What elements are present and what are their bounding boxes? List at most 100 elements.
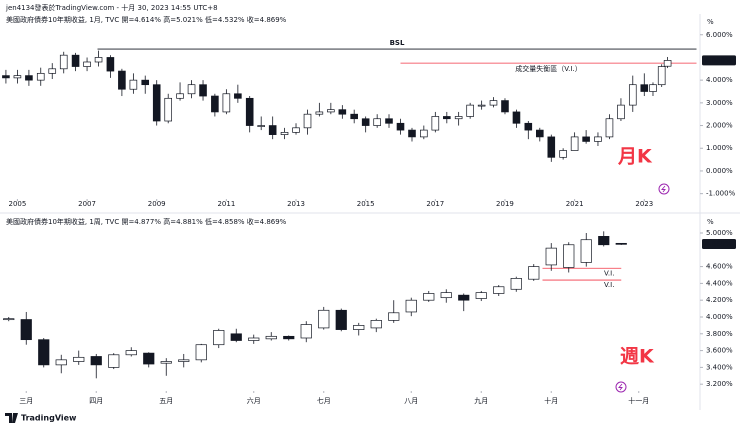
candle-body bbox=[292, 127, 300, 133]
candle-body bbox=[234, 93, 242, 99]
candle-body bbox=[615, 242, 627, 245]
candle-body bbox=[628, 84, 637, 106]
x-tick-label: 六月 bbox=[247, 396, 261, 405]
price-label-box bbox=[702, 55, 736, 66]
candle-body bbox=[160, 361, 172, 364]
event-icon[interactable] bbox=[658, 183, 670, 195]
candle-body bbox=[211, 95, 219, 113]
x-tick-label: 七月 bbox=[317, 396, 331, 405]
candle-body bbox=[213, 330, 225, 346]
candle-body bbox=[25, 75, 33, 81]
candle-body bbox=[501, 100, 509, 113]
x-tick-label: 四月 bbox=[89, 397, 103, 405]
candle-body bbox=[303, 113, 312, 129]
x-tick-label: 2023 bbox=[635, 200, 653, 208]
y-tick-label: 3.200% bbox=[706, 380, 733, 388]
candle-body bbox=[164, 97, 173, 122]
candle-body bbox=[512, 111, 521, 124]
logo-text: TradingView bbox=[21, 414, 77, 423]
x-tick-label: 2015 bbox=[357, 200, 375, 208]
y-tick-label: 0.000% bbox=[706, 167, 733, 175]
y-tick-label: 5.000% bbox=[706, 229, 733, 237]
candle-body bbox=[563, 244, 575, 268]
x-tick-label: 三月 bbox=[19, 397, 33, 405]
candle-body bbox=[20, 319, 32, 341]
candle-body bbox=[152, 84, 161, 122]
candle-body bbox=[493, 286, 505, 294]
candle-body bbox=[55, 359, 67, 366]
candle-body bbox=[106, 57, 115, 72]
candle-body bbox=[582, 136, 590, 142]
candle-body bbox=[440, 292, 452, 299]
candle-body bbox=[396, 122, 405, 131]
candle-body bbox=[617, 104, 625, 120]
y-tick-label: 2.000% bbox=[706, 122, 733, 130]
candle-body bbox=[598, 236, 610, 246]
candle-body bbox=[2, 75, 10, 79]
candle-body bbox=[458, 294, 470, 301]
level-label: BSL bbox=[390, 39, 405, 47]
candle-body bbox=[143, 352, 155, 365]
y-tick-label: 6.000% bbox=[706, 31, 733, 39]
candle-body bbox=[405, 299, 417, 313]
x-tick-label: 十一月 bbox=[628, 396, 649, 405]
candle-body bbox=[48, 68, 57, 74]
candle-body bbox=[477, 104, 486, 107]
candle-body bbox=[338, 109, 347, 115]
y-tick-label: 3.400% bbox=[706, 363, 733, 371]
y-tick-label: 4.400% bbox=[706, 279, 733, 287]
level-label: V.I. bbox=[604, 281, 614, 289]
candle-body bbox=[466, 104, 474, 117]
y-tick-label: 4.200% bbox=[706, 296, 733, 304]
candle-body bbox=[640, 84, 649, 92]
logo[interactable]: TradingView bbox=[5, 413, 77, 423]
y-tick-label: 4.000% bbox=[706, 76, 733, 84]
candle-body bbox=[524, 122, 533, 131]
candle-body bbox=[222, 93, 231, 113]
x-tick-label: 2005 bbox=[8, 200, 26, 208]
candle-body bbox=[83, 61, 91, 67]
candle-body bbox=[528, 266, 540, 280]
candle-body bbox=[361, 118, 370, 126]
candle-body bbox=[536, 129, 544, 138]
candle-body bbox=[408, 129, 416, 138]
candle-body bbox=[443, 116, 451, 120]
candle-body bbox=[129, 79, 138, 90]
candle-body bbox=[649, 84, 657, 92]
candle-body bbox=[423, 293, 435, 301]
candle-body bbox=[657, 66, 666, 86]
x-tick-label: 2013 bbox=[287, 200, 305, 208]
candle-body bbox=[373, 118, 381, 126]
candle-body bbox=[353, 325, 365, 330]
candle-body bbox=[36, 72, 45, 81]
candle-body bbox=[245, 97, 254, 126]
candle-body bbox=[370, 320, 382, 329]
candle-body bbox=[141, 79, 150, 86]
event-icon[interactable] bbox=[615, 381, 627, 393]
y-tick-label: 3.600% bbox=[706, 347, 733, 355]
watermark: 月K bbox=[617, 146, 653, 168]
candle-body bbox=[454, 116, 463, 120]
candle-body bbox=[327, 109, 335, 113]
candle-body bbox=[125, 350, 137, 356]
logo-mark bbox=[5, 413, 18, 423]
candle-body bbox=[257, 125, 265, 127]
candle-body bbox=[178, 359, 190, 362]
candle-body bbox=[195, 344, 207, 361]
candle-body bbox=[176, 93, 184, 99]
candle-body bbox=[283, 335, 295, 340]
y-tick-label: 3.000% bbox=[706, 99, 733, 107]
chart-subtitle: 美國政府債券10年期收益, 1周, TVC 開=4.877% 高=4.881% … bbox=[6, 217, 287, 226]
candle-body bbox=[118, 70, 126, 90]
price-axis-unit: % bbox=[707, 218, 714, 226]
candle-body bbox=[268, 125, 277, 135]
candle-body bbox=[663, 60, 672, 67]
x-tick-label: 2011 bbox=[217, 200, 235, 208]
x-tick-label: 九月 bbox=[474, 396, 488, 405]
event-icon-bolt bbox=[661, 185, 666, 193]
candle-body bbox=[280, 132, 289, 135]
x-tick-label: 八月 bbox=[404, 397, 418, 405]
candle-body bbox=[248, 337, 260, 341]
candle-body bbox=[94, 57, 103, 63]
